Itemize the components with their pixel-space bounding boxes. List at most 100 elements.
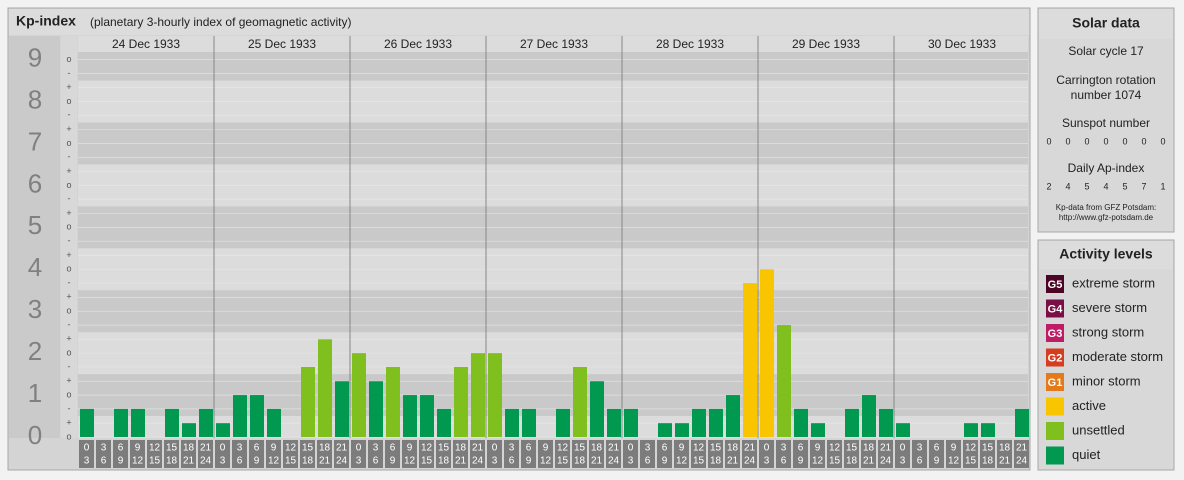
hour-end: 21 [591,456,603,467]
hour-end: 12 [676,456,688,467]
hour-end: 3 [356,456,362,467]
hour-end: 18 [710,456,722,467]
hour-box [963,440,978,468]
hour-box [725,440,740,468]
hour-box [453,440,468,468]
hour-end: 15 [965,456,977,467]
y-tick-label: 4 [28,252,42,282]
hour-start: 15 [574,443,586,454]
hour-end: 24 [472,456,484,467]
ap-value: 4 [1103,181,1108,191]
hour-box [266,440,281,468]
hour-box [657,440,672,468]
hour-end: 18 [574,456,586,467]
hour-start: 15 [982,443,994,454]
minor-tick-label: o [66,306,71,316]
legend-swatch [1046,422,1064,440]
bar [760,269,774,437]
minor-tick-label: o [66,431,71,441]
hour-end: 24 [608,456,620,467]
hour-end: 6 [101,456,107,467]
solar-panel [1037,7,1175,233]
hour-end: 9 [526,456,532,467]
ap-value: 4 [1065,181,1070,191]
bar [981,423,995,437]
hour-start: 3 [917,443,923,454]
y-tick-label: 8 [28,84,42,114]
hour-box [215,440,230,468]
hour-end: 6 [237,456,243,467]
hour-end: 6 [373,456,379,467]
minor-tick-label: + [66,82,71,92]
minor-tick-label: + [66,376,71,386]
hour-box [249,440,264,468]
hour-box [113,440,128,468]
minor-tick-label: + [66,292,71,302]
hour-end: 3 [900,456,906,467]
hour-end: 9 [254,456,260,467]
bar [573,366,587,437]
bar [590,381,604,437]
hour-box [810,440,825,468]
minor-tick-label: + [66,418,71,428]
bar [335,381,349,437]
hour-start: 12 [421,443,433,454]
hour-start: 12 [965,443,977,454]
chart-title: Kp-index [16,13,76,29]
minor-tick-label: - [68,277,71,287]
source-url: http://www.gfz-potsdam.de [1059,213,1154,222]
legend-swatch [1046,324,1064,342]
bar [233,395,247,437]
hour-start: 21 [200,443,212,454]
bar [318,339,332,437]
hour-box [708,440,723,468]
y-tick-label: 0 [28,420,42,450]
hour-end: 3 [764,456,770,467]
minor-tick-label: + [66,208,71,218]
hour-start: 3 [781,443,787,454]
bar [250,395,264,437]
hour-start: 18 [183,443,195,454]
sunspots-value: 0 [1160,136,1165,146]
hour-end: 21 [727,456,739,467]
bar [811,423,825,437]
hour-end: 24 [336,456,348,467]
hour-box [436,440,451,468]
minor-tick-label: o [66,389,71,399]
bar [624,408,638,437]
hour-box [572,440,587,468]
hour-end: 6 [645,456,651,467]
bar [777,325,791,437]
hour-end: 21 [455,456,467,467]
bar [488,353,502,437]
solar-title: Solar data [1072,15,1140,31]
hour-start: 3 [237,443,243,454]
hour-start: 21 [880,443,892,454]
hour-box [283,440,298,468]
hour-box [487,440,502,468]
hour-box [181,440,196,468]
hour-end: 21 [863,456,875,467]
hour-end: 9 [934,456,940,467]
hour-box [300,440,315,468]
activity-title: Activity levels [1059,246,1153,262]
hour-end: 12 [268,456,280,467]
legend-label: severe storm [1072,300,1147,315]
hour-box [912,440,927,468]
minor-tick-label: + [66,166,71,176]
hour-end: 18 [846,456,858,467]
hour-start: 12 [693,443,705,454]
hour-box [79,440,94,468]
hour-box [878,440,893,468]
hour-start: 15 [166,443,178,454]
bar [352,353,366,437]
hour-end: 24 [1016,456,1028,467]
hour-start: 3 [645,443,651,454]
minor-tick-label: - [68,319,71,329]
sunspots-value: 0 [1065,136,1070,146]
hour-start: 0 [356,443,362,454]
hour-start: 3 [509,443,515,454]
sunspots-value: 0 [1084,136,1089,146]
sunspots-value: 0 [1046,136,1051,146]
y-tick-label: 6 [28,168,42,198]
